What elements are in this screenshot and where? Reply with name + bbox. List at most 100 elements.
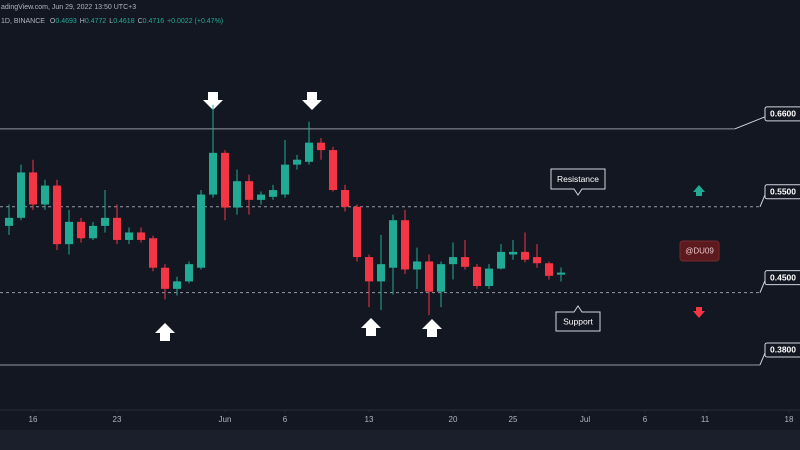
candle-body (449, 257, 457, 265)
ohlc-key: C (138, 18, 143, 25)
candle-body (233, 181, 241, 208)
candle-body (257, 194, 265, 200)
candle-body (389, 220, 397, 268)
candle-body (5, 217, 13, 226)
candle-body (281, 164, 289, 195)
x-tick-label: Jul (580, 415, 590, 424)
level-label: 0.4500 (770, 272, 796, 282)
level-box (764, 270, 800, 286)
x-tick-label: 20 (449, 415, 458, 424)
candle-body (509, 251, 517, 255)
x-tick-label: 23 (113, 415, 122, 424)
ohlc-value: 0.4693 (55, 18, 77, 25)
candle-body (125, 232, 133, 240)
x-tick-label: 25 (509, 415, 518, 424)
candle-body (365, 257, 373, 282)
candle-body (41, 185, 49, 205)
candle-body (137, 232, 145, 240)
callout-label: Resistance (557, 174, 599, 184)
down-arrow (203, 92, 223, 110)
candle-body (245, 181, 253, 200)
candle-body (149, 238, 157, 268)
level-leader (759, 280, 766, 293)
candle-body (533, 257, 541, 264)
down-signal (693, 307, 705, 318)
candle-body (29, 172, 37, 205)
candle-body (401, 220, 409, 270)
candle-body (557, 272, 565, 275)
x-tick-label: 18 (785, 415, 794, 424)
candle-body (341, 190, 349, 207)
x-tick-label: Jun (219, 415, 232, 424)
candle-body (485, 268, 493, 287)
level-box (764, 106, 800, 122)
up-arrow (155, 323, 175, 341)
candle-body (377, 264, 385, 282)
candle-body (305, 142, 313, 162)
ohlc-key: O (50, 18, 56, 25)
candle-body (497, 251, 505, 269)
candle-body (17, 172, 25, 218)
level-label: 0.5500 (770, 187, 796, 197)
x-tick-label: 6 (643, 415, 648, 424)
x-tick-label: 13 (365, 415, 374, 424)
candle-body (425, 261, 433, 292)
x-tick-label: 16 (29, 415, 38, 424)
candle-body (413, 261, 421, 270)
level-leader (759, 194, 766, 207)
candle-body (521, 251, 529, 260)
candle-body (461, 257, 469, 267)
toolbar (0, 430, 800, 450)
candle-body (185, 264, 193, 282)
x-tick-label: 6 (283, 415, 288, 424)
candle-body (53, 185, 61, 245)
candle-body (65, 221, 73, 245)
ohlc-value: 0.4618 (113, 18, 135, 25)
candle-body (101, 217, 109, 226)
candle-body (161, 267, 169, 289)
x-tick-label: 11 (701, 415, 710, 424)
candle-body (269, 190, 277, 197)
candle-body (329, 150, 337, 191)
watermark-box (679, 240, 720, 262)
up-signal (693, 185, 705, 196)
candle-body (317, 142, 325, 151)
candle-body (209, 152, 217, 195)
candle-body (437, 264, 445, 292)
candle-body (545, 263, 553, 276)
candle-body (353, 206, 361, 258)
ohlc-key: L (109, 18, 113, 25)
header-symbol: 1D, BINANCE (1, 18, 45, 25)
candle-body (197, 194, 205, 268)
level-leader (759, 352, 766, 366)
callout-box (555, 305, 601, 332)
candle-body (89, 225, 97, 239)
level-box (764, 184, 800, 200)
ohlc-value: 0.4716 (143, 18, 165, 25)
up-arrow (422, 319, 442, 337)
ohlc-change: +0.0022 (+0.47%) (167, 18, 223, 25)
header-ohlc: 1D, BINANCE O0.4693 H0.4772 L0.4618 C0.4716… (1, 18, 223, 25)
ohlc-key: H (80, 18, 85, 25)
level-label: 0.6600 (770, 109, 796, 119)
candle-body (221, 152, 229, 208)
up-arrow (361, 318, 381, 336)
watermark: @DU09 (685, 247, 714, 256)
down-arrow (302, 92, 322, 110)
candle-body (473, 266, 481, 287)
candle-body (113, 217, 121, 240)
ohlc-value: 0.4772 (85, 18, 107, 25)
candle-body (293, 159, 301, 165)
callout-box (550, 168, 606, 196)
callout-label: Support (563, 316, 593, 326)
level-box (764, 342, 800, 358)
arrows (155, 92, 442, 341)
header-source: adingView.com, Jun 29, 2022 13:50 UTC+3 (1, 4, 136, 11)
candle-body (77, 221, 85, 239)
level-label: 0.3800 (770, 345, 796, 355)
level-leader (734, 116, 766, 130)
candle-body (173, 281, 181, 289)
